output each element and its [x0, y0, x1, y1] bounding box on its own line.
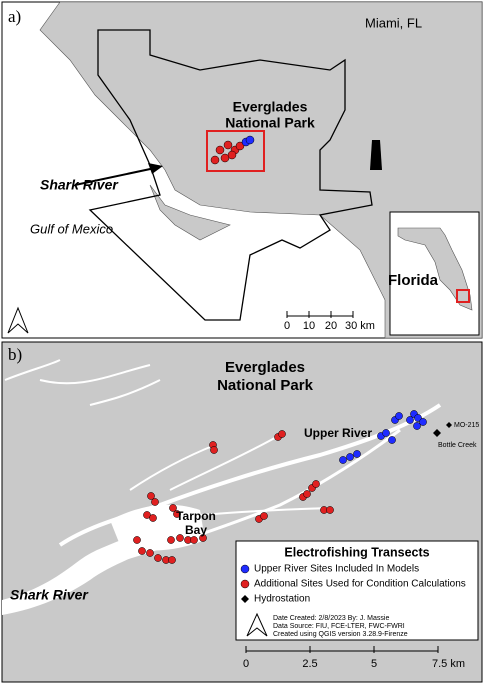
- site: [419, 418, 427, 426]
- site: [227, 150, 237, 160]
- site: [346, 453, 354, 461]
- site: [133, 536, 141, 544]
- site: [173, 510, 181, 518]
- hydrostation: [433, 429, 441, 437]
- legend-item: Upper River Sites Included In Models: [254, 564, 419, 575]
- site: [176, 534, 184, 542]
- scale-bar-a: [286, 311, 354, 318]
- credit: Data Source: FIU, FCE-LTER, FWC-FWRI: [273, 623, 405, 630]
- site: [414, 414, 422, 422]
- legend-box: [235, 540, 479, 641]
- site: [326, 506, 334, 514]
- site: [382, 429, 390, 437]
- site: [190, 536, 198, 544]
- scale-bar-b: [245, 646, 439, 653]
- site: [147, 492, 155, 500]
- site: [260, 512, 268, 520]
- site: [278, 430, 286, 438]
- site: [223, 140, 233, 150]
- legend-item: Hydrostation: [254, 594, 310, 605]
- site: [151, 498, 159, 506]
- bay-label: Tarpon: [176, 509, 216, 523]
- site: [406, 416, 414, 424]
- site: [210, 155, 220, 165]
- north-arrow: [246, 612, 268, 637]
- site: [168, 556, 176, 564]
- legend-symbol: [240, 579, 250, 589]
- city-label: Miami, FL: [365, 15, 422, 30]
- park-label: National Park: [225, 115, 315, 131]
- hydrostation: [446, 422, 452, 428]
- site: [235, 141, 245, 151]
- river-arrow: [74, 167, 156, 186]
- legend-title: Electrofishing Transects: [284, 545, 429, 559]
- scale-label: 30 km: [345, 320, 375, 332]
- site: [312, 480, 320, 488]
- panel-label: b): [8, 345, 22, 364]
- site: [138, 547, 146, 555]
- site: [154, 554, 162, 562]
- park-label: Everglades: [233, 99, 308, 115]
- site: [413, 422, 421, 430]
- site: [245, 135, 255, 145]
- scale-label: 10: [303, 320, 315, 332]
- site: [210, 446, 218, 454]
- site: [395, 412, 403, 420]
- north-arrow: [7, 306, 29, 334]
- legend-item: Additional Sites Used for Condition Calc…: [254, 579, 466, 590]
- creek: [4, 359, 161, 406]
- river-channel: [169, 434, 281, 491]
- park-boundary: [88, 29, 373, 321]
- panel-b: b) Everglades National Park Upper River …: [1, 341, 483, 683]
- park-label: Everglades: [225, 359, 305, 376]
- site: [169, 504, 177, 512]
- river-mouth: [2, 525, 170, 615]
- bay-label: Bay: [185, 523, 207, 537]
- scale-label: 7.5 km: [432, 658, 465, 670]
- site: [215, 145, 225, 155]
- river-label: Shark River: [40, 177, 119, 193]
- site: [149, 514, 157, 522]
- sea-label: Gulf of Mexico: [30, 221, 113, 236]
- site: [303, 490, 311, 498]
- scale-label: 0: [284, 320, 290, 332]
- site: [339, 456, 347, 464]
- legend-symbol: [240, 564, 250, 574]
- overview-sites: [210, 135, 255, 165]
- site: [167, 536, 175, 544]
- site: [146, 549, 154, 557]
- site: [388, 436, 396, 444]
- scale-label: 2.5: [302, 658, 317, 670]
- inset-highlight: [456, 289, 470, 303]
- sites: [133, 410, 427, 564]
- upper-river-label: Upper River: [304, 426, 372, 440]
- station-label: MO-215: [454, 422, 479, 429]
- scale-label: 20: [325, 320, 337, 332]
- legend-symbol: [241, 595, 249, 603]
- florida-shape: [397, 227, 473, 311]
- arrow-head: [148, 163, 163, 174]
- station-label: Bottle Creek: [438, 442, 477, 449]
- legend: Electrofishing Transects Upper River Sit…: [235, 540, 479, 641]
- river-channel: [129, 444, 216, 491]
- land: [149, 184, 231, 241]
- water-body: [370, 140, 382, 170]
- scale-label: 5: [371, 658, 377, 670]
- study-area-box: [206, 130, 265, 172]
- credit: Created using QGIS version 3.28.9-Firenz…: [273, 631, 408, 638]
- panel-a: a) Miami, FL Everglades National Park Sh…: [1, 1, 483, 339]
- panel-label: a): [8, 7, 21, 26]
- scale-label: 0: [243, 658, 249, 670]
- site: [199, 534, 207, 542]
- river-label: Shark River: [10, 587, 89, 603]
- site: [353, 450, 361, 458]
- credit: Date Created: 2/8/2023 By: J. Massie: [273, 615, 389, 622]
- inset-label: Florida: [388, 272, 439, 289]
- park-label: National Park: [217, 377, 314, 394]
